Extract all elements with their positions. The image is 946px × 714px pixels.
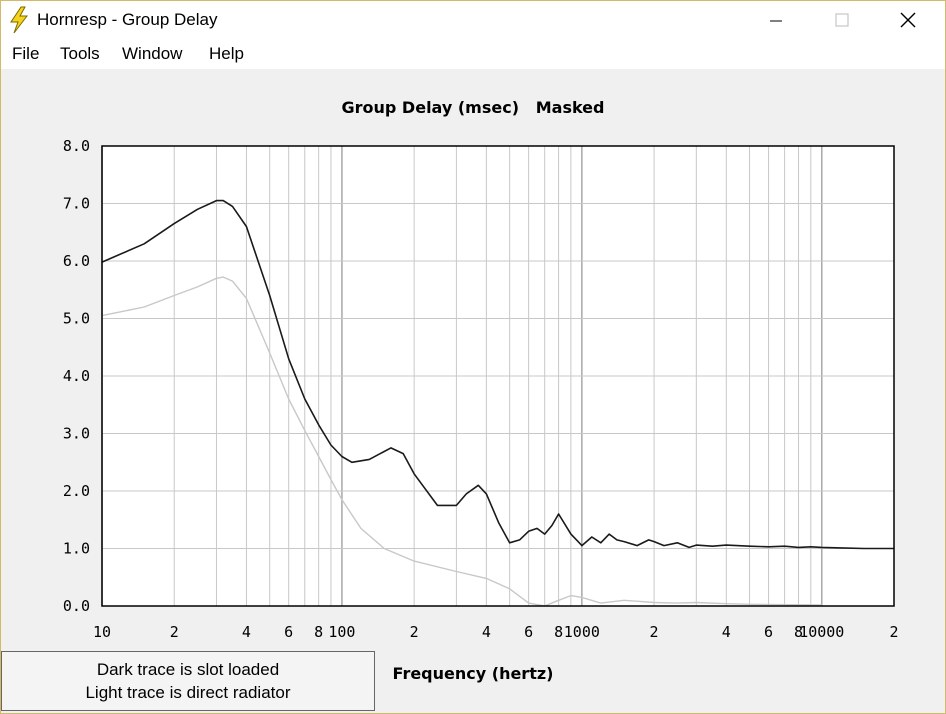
grid-lines (101, 145, 895, 607)
x-tick-label: 2 (170, 623, 179, 641)
y-tick-label: 1.0 (63, 540, 90, 558)
x-tick-label: 4 (242, 623, 251, 641)
x-tick-label: 8 (314, 623, 323, 641)
x-tick-label: 4 (482, 623, 491, 641)
note-line-light: Light trace is direct radiator (85, 683, 291, 702)
y-tick-label: 0.0 (63, 597, 90, 615)
lightning-bolt-icon (10, 6, 29, 34)
close-button[interactable] (885, 1, 931, 39)
series-line-dark (101, 199, 894, 550)
x-tick-label: 100 (328, 623, 355, 641)
x-tick-label: 2 (889, 623, 898, 641)
group-delay-chart[interactable]: Group Delay (msec) Masked 0.0 1.0 2.0 3.0 4.… (1, 69, 945, 713)
x-tick-label: 6 (524, 623, 533, 641)
series-group (101, 199, 894, 607)
y-tick-label: 6.0 (63, 252, 90, 270)
menu-window[interactable]: Window (122, 44, 183, 63)
y-tick-label: 7.0 (63, 195, 90, 213)
y-tick-label: 8.0 (63, 137, 90, 155)
x-tick-label: 6 (764, 623, 773, 641)
x-axis-label: Frequency (hertz) (393, 664, 554, 683)
x-tick-label: 2 (410, 623, 419, 641)
menu-file[interactable]: File (12, 44, 40, 63)
series-line-light (101, 276, 822, 607)
x-tick-label: 10 (93, 623, 111, 641)
x-tick-label: 6 (284, 623, 293, 641)
y-tick-label: 5.0 (63, 310, 90, 328)
minimize-button[interactable] (753, 1, 799, 39)
x-tick-label: 8 (554, 623, 563, 641)
minimize-icon (770, 20, 782, 22)
y-tick-labels: 0.0 1.0 2.0 3.0 4.0 5.0 6.0 7.0 8.0 (63, 137, 90, 615)
chart-title: Group Delay (msec) Masked (342, 98, 605, 117)
y-tick-label: 3.0 (63, 425, 90, 443)
x-tick-label: 10000 (799, 623, 844, 641)
y-tick-label: 4.0 (63, 367, 90, 385)
maximize-icon (835, 13, 849, 27)
menu-tools[interactable]: Tools (60, 44, 100, 63)
menu-help[interactable]: Help (209, 44, 244, 63)
plot-frame (101, 145, 895, 607)
note-line-dark: Dark trace is slot loaded (96, 660, 280, 679)
close-icon (900, 12, 916, 28)
maximize-button[interactable] (819, 1, 865, 39)
menu-bar: File Tools Window Help (1, 39, 945, 69)
x-tick-label: 4 (722, 623, 731, 641)
y-tick-label: 2.0 (63, 482, 90, 500)
window-title: Hornresp - Group Delay (37, 10, 218, 29)
plot-area: Group Delay (msec) Masked 0.0 1.0 2.0 3.0 4.… (1, 69, 945, 713)
x-tick-label: 2 (650, 623, 659, 641)
title-bar[interactable]: Hornresp - Group Delay (1, 1, 945, 39)
x-tick-label: 8 (794, 623, 803, 641)
legend-note-box: Dark trace is slot loaded Light trace is… (1, 651, 375, 711)
x-tick-label: 1000 (564, 623, 600, 641)
